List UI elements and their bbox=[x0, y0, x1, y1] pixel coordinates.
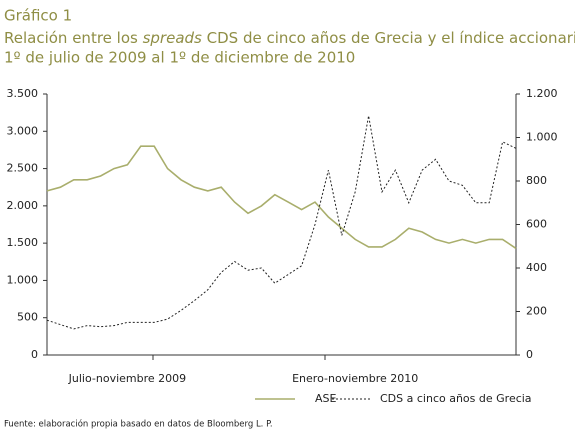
source-note: Fuente: elaboración propia basado en dat… bbox=[4, 419, 273, 430]
y-tick-label: 2.500 bbox=[7, 162, 39, 175]
y-tick-label: 3.000 bbox=[7, 124, 39, 137]
legend-label: CDS a cinco años de Grecia bbox=[380, 392, 532, 405]
y2-tick-label: 800 bbox=[526, 174, 547, 187]
chart-title: Gráfico 1 bbox=[4, 7, 72, 25]
y2-tick-label: 0 bbox=[526, 348, 533, 361]
x-tick-label: Enero-noviembre 2010 bbox=[292, 372, 418, 385]
subtitle-part: CDS de cinco años de Grecia y el índice … bbox=[202, 29, 575, 47]
y-tick-label: 3.500 bbox=[7, 87, 39, 100]
subtitle-part: spreads bbox=[143, 29, 202, 47]
y-tick-label: 2.000 bbox=[7, 199, 39, 212]
subtitle-part: Relación entre los bbox=[4, 29, 143, 47]
y-tick-label: 0 bbox=[31, 348, 38, 361]
chart-subtitle: Relación entre los spreads CDS de cinco … bbox=[4, 29, 575, 47]
series-line bbox=[46, 145, 517, 250]
y2-tick-label: 200 bbox=[526, 305, 547, 318]
y-tick-label: 1.000 bbox=[7, 273, 39, 286]
x-tick-label: Julio-noviembre 2009 bbox=[68, 372, 187, 385]
y2-tick-label: 600 bbox=[526, 218, 547, 231]
y-tick-label: 1.500 bbox=[7, 236, 39, 249]
y2-tick-label: 400 bbox=[526, 261, 547, 274]
chart-subtitle: 1º de julio de 2009 al 1º de diciembre d… bbox=[4, 49, 355, 67]
y-tick-label: 500 bbox=[17, 311, 38, 324]
y2-tick-label: 1.000 bbox=[526, 131, 558, 144]
legend-label: ASE bbox=[315, 392, 337, 405]
series-line bbox=[46, 115, 517, 330]
y2-tick-label: 1.200 bbox=[526, 87, 558, 100]
